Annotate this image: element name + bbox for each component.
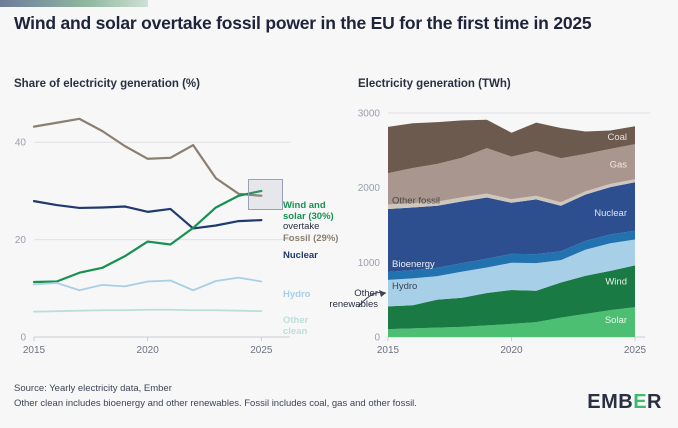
other-renewables-line1: Other bbox=[354, 288, 378, 299]
svg-text:Bioenergy: Bioenergy bbox=[392, 259, 435, 270]
other-renewables-annotation: Other renewables bbox=[316, 288, 378, 310]
svg-text:2020: 2020 bbox=[500, 345, 523, 356]
line-chart: 0 20 40 2015 2020 2025 bbox=[0, 95, 340, 360]
svg-text:2020: 2020 bbox=[137, 345, 160, 356]
svg-text:Gas: Gas bbox=[610, 160, 628, 171]
logo-part-1: EMB bbox=[587, 391, 634, 413]
footer-note: Source: Yearly electricity data, Ember O… bbox=[14, 382, 417, 411]
svg-text:20: 20 bbox=[15, 235, 27, 246]
page-title: Wind and solar overtake fossil power in … bbox=[14, 13, 592, 33]
ember-logo: EMB E R bbox=[587, 391, 662, 414]
svg-text:2000: 2000 bbox=[358, 183, 381, 194]
svg-text:Wind: Wind bbox=[605, 277, 627, 288]
svg-text:3000: 3000 bbox=[358, 109, 381, 120]
other-renewables-line2: renewables bbox=[329, 299, 378, 311]
svg-text:2025: 2025 bbox=[624, 345, 647, 356]
footer-definition: Other clean includes bioenergy and other… bbox=[14, 397, 417, 409]
svg-text:2015: 2015 bbox=[377, 345, 400, 356]
legend-hydro: Hydro bbox=[283, 289, 311, 300]
logo-part-3: R bbox=[647, 391, 662, 413]
left-panel-header: Share of electricity generation (%) bbox=[14, 78, 200, 90]
accent-bar bbox=[0, 0, 148, 7]
legend-other-clean: Other clean bbox=[283, 315, 308, 337]
legend-overtake: overtake bbox=[283, 221, 320, 232]
stacked-area-chart: 0 1000 2000 3000 2015 2020 2025 Coal Gas Nuclear W… bbox=[340, 95, 678, 360]
stacked-area-chart-svg: 0 1000 2000 3000 2015 2020 2025 Coal Gas Nuclear W… bbox=[357, 109, 650, 356]
line-chart-svg: 0 20 40 2015 2020 2025 bbox=[15, 117, 290, 356]
footer-source: Source: Yearly electricity data, Ember bbox=[14, 383, 172, 394]
legend-other-clean-line1: Other bbox=[283, 315, 309, 326]
legend-wind-and-solar: Wind and solar (30%) bbox=[283, 200, 334, 222]
legend-wind-solar-line2: solar (30%) bbox=[283, 211, 334, 223]
legend-nuclear: Nuclear bbox=[283, 250, 318, 261]
legend-other-clean-line2: clean bbox=[283, 326, 308, 338]
legend-fossil: Fossil (29%) bbox=[283, 233, 339, 244]
svg-text:2025: 2025 bbox=[250, 345, 273, 356]
crossover-highlight-box bbox=[247, 178, 283, 210]
svg-text:Coal: Coal bbox=[607, 132, 627, 143]
svg-text:40: 40 bbox=[15, 138, 27, 149]
svg-text:0: 0 bbox=[20, 333, 26, 344]
right-panel-header: Electricity generation (TWh) bbox=[358, 78, 511, 90]
svg-text:Other fossil: Other fossil bbox=[392, 195, 440, 206]
svg-text:0: 0 bbox=[374, 333, 380, 344]
svg-text:2015: 2015 bbox=[23, 345, 46, 356]
svg-text:1000: 1000 bbox=[358, 258, 381, 269]
svg-text:Solar: Solar bbox=[605, 315, 627, 326]
legend-wind-solar-line1: Wind and bbox=[283, 200, 326, 211]
svg-text:Nuclear: Nuclear bbox=[594, 208, 627, 219]
svg-text:Hydro: Hydro bbox=[392, 281, 417, 292]
logo-part-2: E bbox=[633, 391, 648, 413]
